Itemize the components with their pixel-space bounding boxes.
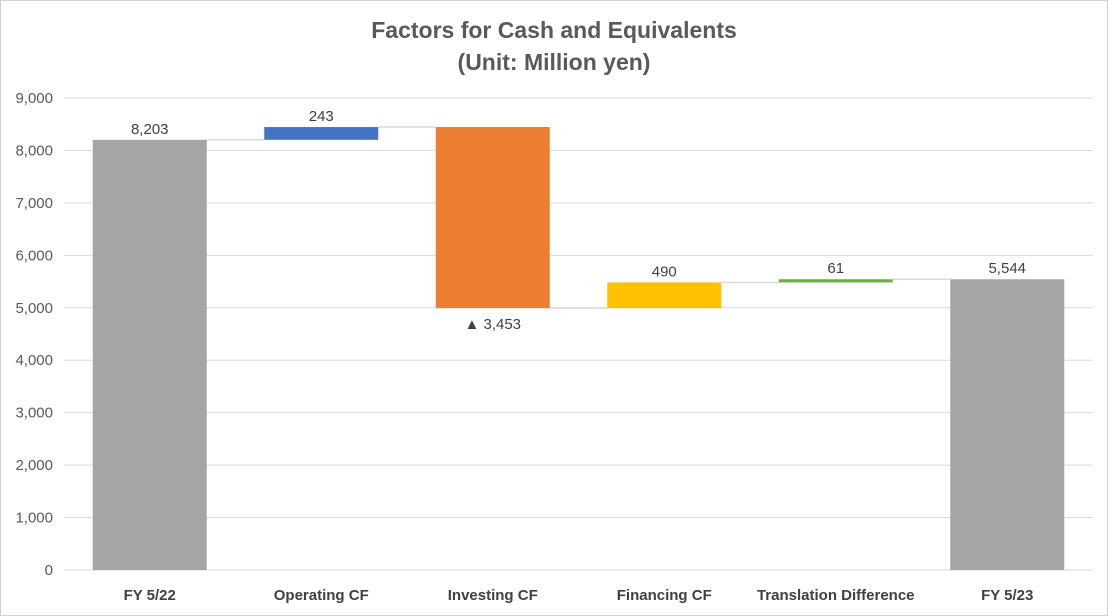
y-tick-label: 2,000	[15, 457, 53, 474]
connector-lines	[206, 126, 951, 309]
x-category-label: Investing CF	[448, 587, 538, 604]
x-category-label: FY 5/22	[124, 587, 176, 604]
y-tick-label: 6,000	[15, 247, 53, 264]
bar-fy-5-23	[950, 279, 1065, 570]
bar-operating-cf	[264, 127, 379, 140]
bar-translation-difference	[778, 279, 893, 283]
data-label: 8,203	[131, 121, 169, 138]
y-tick-label: 5,000	[15, 300, 53, 317]
chart-title: Factors for Cash and Equivalents (Unit: …	[0, 14, 1108, 78]
x-category-label: Financing CF	[617, 587, 712, 604]
data-label: ▲ 3,453	[464, 316, 521, 333]
y-axis-tick-labels: 0 1,000 2,000 3,000 4,000 5,000 6,000 7,000 8,00…	[15, 90, 53, 579]
y-tick-label: 9,000	[15, 90, 53, 107]
x-category-label: Operating CF	[274, 587, 369, 604]
chart-title-line2: (Unit: Million yen)	[457, 49, 651, 75]
y-tick-label: 4,000	[15, 352, 53, 369]
chart-title-line1: Factors for Cash and Equivalents	[371, 17, 737, 43]
data-label: 490	[652, 263, 677, 280]
bar-fy-5-22	[92, 139, 207, 570]
y-tick-label: 3,000	[15, 405, 53, 422]
data-label: 5,544	[988, 260, 1026, 277]
x-category-label: FY 5/23	[981, 587, 1033, 604]
y-tick-label: 7,000	[15, 195, 53, 212]
bar-investing-cf	[435, 127, 550, 309]
y-tick-label: 1,000	[15, 510, 53, 527]
bar-financing-cf	[607, 282, 722, 309]
gridlines	[64, 97, 1093, 571]
x-category-label: Translation Difference	[757, 587, 915, 604]
y-tick-label: 0	[45, 562, 53, 579]
y-tick-label: 8,000	[15, 142, 53, 159]
data-labels: 8,203 243 ▲ 3,453 490 61 5,544	[131, 108, 1026, 333]
bars	[92, 127, 1065, 570]
data-label: 61	[827, 260, 844, 277]
data-label: 243	[309, 108, 334, 125]
x-axis-category-labels: FY 5/22 Operating CF Investing CF Financing…	[124, 587, 1034, 604]
